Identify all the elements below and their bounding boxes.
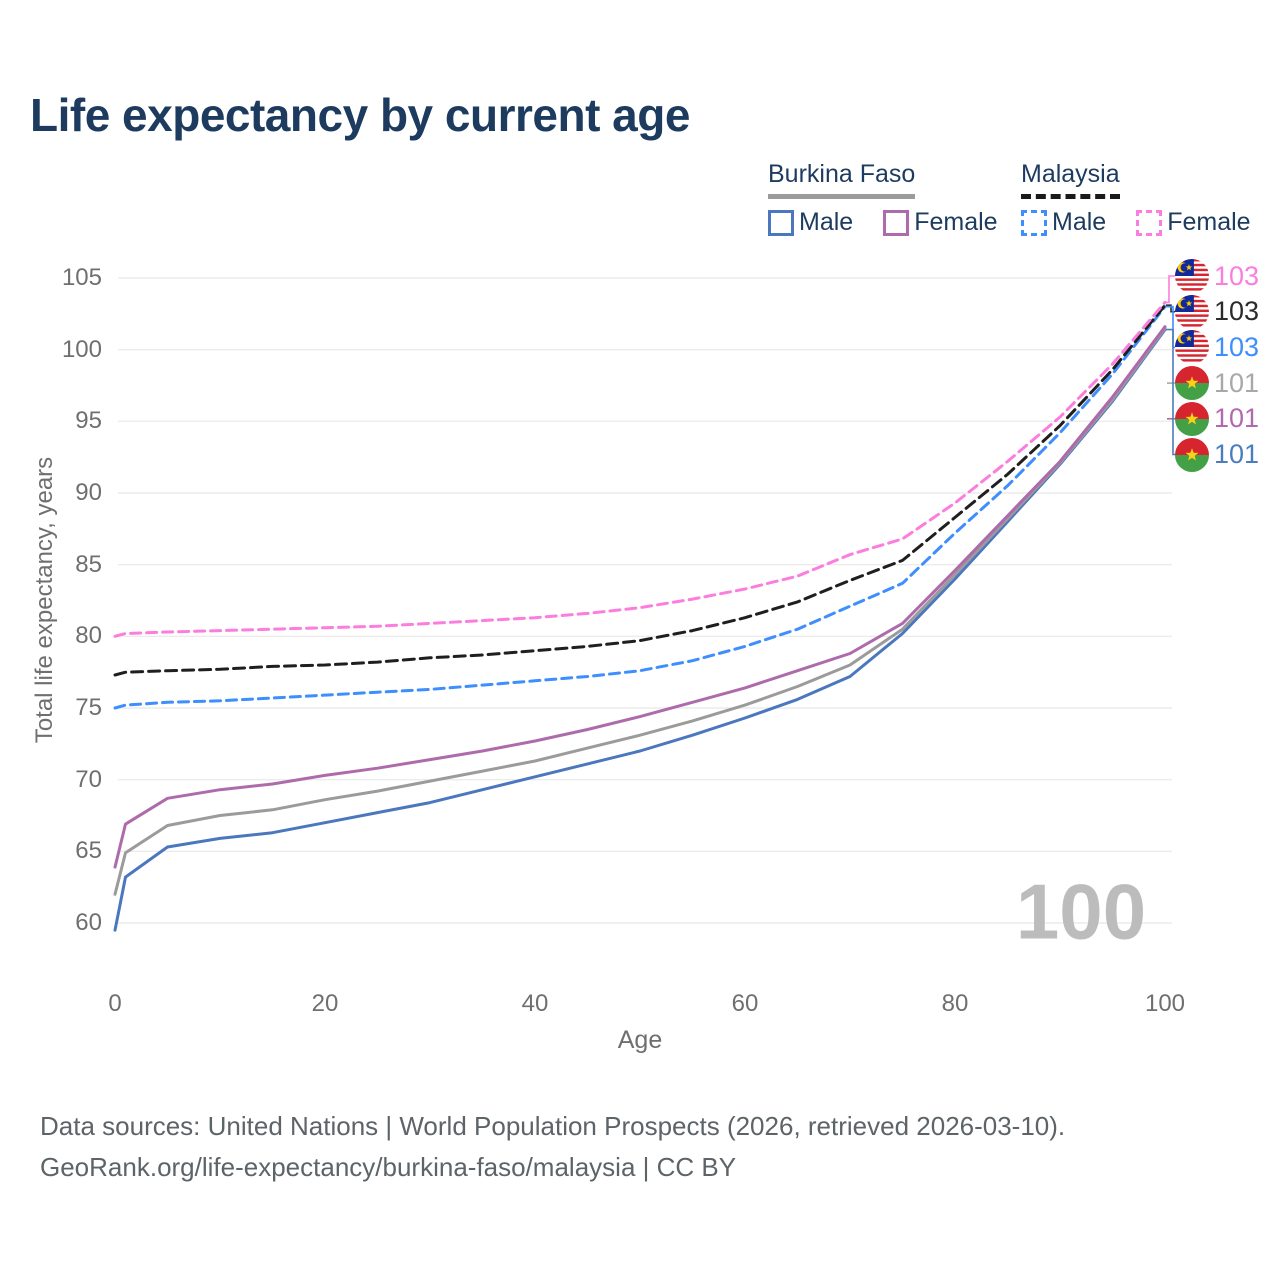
- legend-swatch-malaysia-female-icon: [1136, 209, 1163, 236]
- legend-group-malaysia: Malaysia Male Female: [1021, 160, 1251, 237]
- series-line-malaysia-male: [113, 305, 1167, 710]
- end-label-malaysia-female: 103: [1175, 259, 1259, 293]
- y-tick-label-85: 85: [75, 550, 102, 578]
- legend-label-burkina-faso-female: Female: [914, 208, 998, 236]
- malaysia-flag-icon: [1175, 294, 1209, 329]
- legend-swatch-malaysia-male-icon: [1021, 209, 1047, 236]
- end-label-malaysia-male: 103: [1175, 330, 1260, 365]
- x-tick-label-60: 60: [731, 990, 759, 1017]
- x-tick-label-0: 0: [108, 990, 122, 1017]
- x-axis-title: Age: [617, 1026, 663, 1054]
- burkina-faso-flag-icon: [1175, 437, 1209, 472]
- x-tick-label-100: 100: [1144, 990, 1186, 1017]
- y-tick-label-90: 90: [75, 479, 102, 506]
- end-label-value-burkina-faso-female: 101: [1214, 403, 1260, 434]
- legend-item-burkina-faso-male[interactable]: Male: [768, 208, 853, 237]
- legend-swatch-burkina-faso-female-icon: [883, 209, 910, 236]
- x-tick-label-80: 80: [941, 990, 969, 1017]
- end-label-value-malaysia-male: 103: [1214, 331, 1260, 362]
- x-tick-label-40: 40: [521, 990, 549, 1017]
- y-tick-label-80: 80: [75, 622, 102, 650]
- end-label-connector-malaysia-female: [1166, 275, 1180, 304]
- burkina-faso-flag-icon: [1175, 366, 1209, 401]
- end-label-value-burkina-faso-male: 101: [1214, 439, 1260, 469]
- end-label-burkina-faso-male: 101: [1175, 437, 1260, 472]
- series-line-burkina-faso-both: [113, 326, 1167, 896]
- legend-item-burkina-faso-female[interactable]: Female: [883, 208, 998, 237]
- end-label-value-malaysia-female: 103: [1214, 260, 1260, 291]
- chart-title: Life expectancy by current age: [30, 89, 690, 141]
- footer-attribution: GeoRank.org/life-expectancy/burkina-faso…: [40, 1152, 737, 1182]
- y-tick-label-65: 65: [75, 837, 102, 865]
- end-label-burkina-faso-female: 101: [1175, 401, 1260, 436]
- legend-swatch-burkina-faso-male-icon: [768, 209, 794, 236]
- legend-label-malaysia-male: Male: [1052, 208, 1107, 236]
- legend-item-malaysia-male[interactable]: Male: [1021, 208, 1106, 237]
- end-label-value-malaysia-both: 103: [1214, 296, 1260, 327]
- y-tick-label-105: 105: [61, 264, 102, 291]
- y-tick-label-60: 60: [75, 909, 102, 936]
- legend-country-burkina-faso: Burkina Faso: [768, 160, 916, 199]
- x-tick-label-20: 20: [311, 990, 339, 1017]
- end-label-malaysia-both: 103: [1175, 294, 1260, 329]
- legend-item-malaysia-female[interactable]: Female: [1136, 208, 1251, 237]
- malaysia-flag-icon: [1175, 259, 1209, 293]
- legend-label-burkina-faso-male: Male: [799, 208, 854, 236]
- burkina-faso-flag-icon: [1175, 401, 1209, 436]
- series-line-malaysia-female: [113, 300, 1167, 638]
- y-tick-label-100: 100: [61, 335, 102, 363]
- malaysia-flag-icon: [1175, 330, 1209, 365]
- legend-country-malaysia: Malaysia: [1021, 160, 1120, 199]
- y-tick-label-70: 70: [75, 765, 102, 793]
- y-tick-label-75: 75: [75, 694, 102, 721]
- y-tick-label-95: 95: [75, 407, 102, 435]
- series-line-malaysia-both: [113, 303, 1167, 677]
- end-label-burkina-faso-both: 101: [1175, 366, 1260, 401]
- legend-group-burkina-faso: Burkina Faso Male Female: [768, 160, 998, 237]
- series-line-burkina-faso-female: [113, 325, 1167, 869]
- legend-label-malaysia-female: Female: [1167, 208, 1251, 236]
- series-line-burkina-faso-male: [113, 328, 1167, 932]
- footer-data-sources: Data sources: United Nations | World Pop…: [40, 1111, 1066, 1141]
- end-label-value-burkina-faso-both: 101: [1214, 367, 1260, 398]
- footer: Data sources: United Nations | World Pop…: [40, 1106, 1065, 1188]
- watermark-age-100: 100: [1015, 867, 1147, 956]
